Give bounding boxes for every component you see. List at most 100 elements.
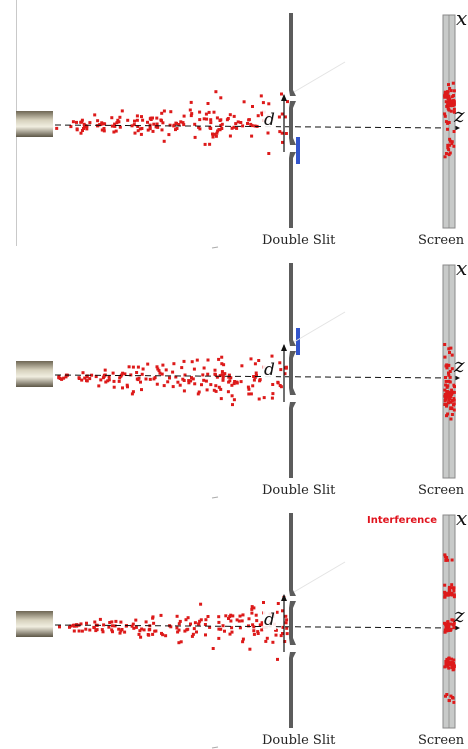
particle-dot [280,112,284,116]
particle-dot [68,625,71,629]
screen-hit-dot [446,624,449,628]
slit-wall-top [289,513,296,596]
screen-hit-dot [447,666,451,670]
particle-dot [209,121,213,125]
screen-hit-dot [450,661,454,665]
particle-dot [153,376,157,380]
screen-hit-dot [450,583,454,587]
screen-hit-dot [447,656,451,660]
particle-dot [137,632,141,636]
screen-hit-dot [447,662,451,666]
screen-hit-dot [452,397,456,401]
particle-dot [247,387,251,391]
particle-dot [267,152,271,155]
screen-hit-dot [447,379,451,383]
x-axis-label: x [456,256,468,280]
particle-dot [166,380,170,384]
screen-hit-dot [449,406,453,410]
z-axis-line [54,124,456,129]
particle-dot [158,371,162,375]
screen-hit-dot [448,396,452,400]
particle-dot [252,632,256,636]
z-axis-line [54,374,456,379]
particle-dot [85,127,89,131]
particle-dot [139,132,143,136]
screen-hit-dot [452,621,456,625]
particle-dot [82,123,86,127]
screen-hit-dot [449,394,453,398]
screen-hit-dot [452,144,456,148]
particle-dot [257,397,261,401]
particle-dot [138,629,142,633]
particle-dot [253,124,257,128]
screen-hit-dot [452,658,456,662]
particle-dot [230,383,234,387]
particle-dot [149,118,153,121]
screen-hit-dot [446,103,450,107]
particle-dot [229,376,233,380]
particle-dot [227,380,231,384]
particle-dot [151,616,155,620]
screen-hit-dot [443,621,446,625]
screen-hit-dot [443,92,447,96]
particle-dot [129,373,133,377]
particle-dot [241,613,245,617]
screen-hit-dot [447,401,450,405]
particle-dot [174,375,178,379]
panel-3: Double Slit Screen x z d Interference [0,500,468,749]
particle-dot [208,625,212,629]
particle-dot [214,389,218,393]
slit-wall-top [289,13,296,96]
particle-dot [140,372,144,376]
particle-dot [182,379,186,382]
particle-dot [214,90,218,94]
particle-dot [198,118,202,122]
screen-hit-dot [447,153,451,157]
particle-dot [111,630,114,634]
particle-dot [167,133,171,137]
particle-dot [176,630,180,634]
particle-dot [246,385,250,389]
particle-dot [172,362,176,366]
particle-dot [144,377,148,381]
particle-dot [229,613,233,617]
particle-dot [184,618,188,622]
particle-dot [148,127,152,131]
particle-dot [144,620,148,624]
particle-dot [214,134,218,138]
particle-dot [64,375,68,379]
screen-hit-dot [450,142,454,145]
particle-dot [142,628,146,632]
particle-dot [197,125,201,129]
particle-dot [174,121,178,125]
particle-dot [191,632,195,636]
particle-dot [72,629,76,633]
particle-dot [160,111,164,115]
screen-hit-dot [450,399,454,402]
particle-dot [130,392,134,396]
screen-hit-dot [452,100,456,104]
particle-dot [217,620,221,624]
particle-dot [234,122,238,126]
particle-dot [127,365,131,369]
double-slit-label: Double Slit [262,733,336,748]
particle-dot [148,123,152,127]
screen-hit-dot [447,83,450,87]
which-path-detector [296,137,300,164]
particle-dot [110,628,114,632]
interference-label: Interference [367,515,438,526]
screen-hit-dot [447,371,450,375]
particle-dot [134,618,138,622]
edge-tick [211,746,219,749]
particle-dot [271,383,275,386]
particle-dot [79,622,83,626]
particle-dot [111,371,115,375]
particle-dot [206,102,210,105]
particle-dot [125,383,129,387]
particle-source [16,361,53,387]
particle-dot [107,375,111,379]
particle-dot [204,633,207,637]
particle-dot [193,382,197,386]
particle-dot [279,385,283,389]
slit-spacing-label: d [263,610,276,630]
